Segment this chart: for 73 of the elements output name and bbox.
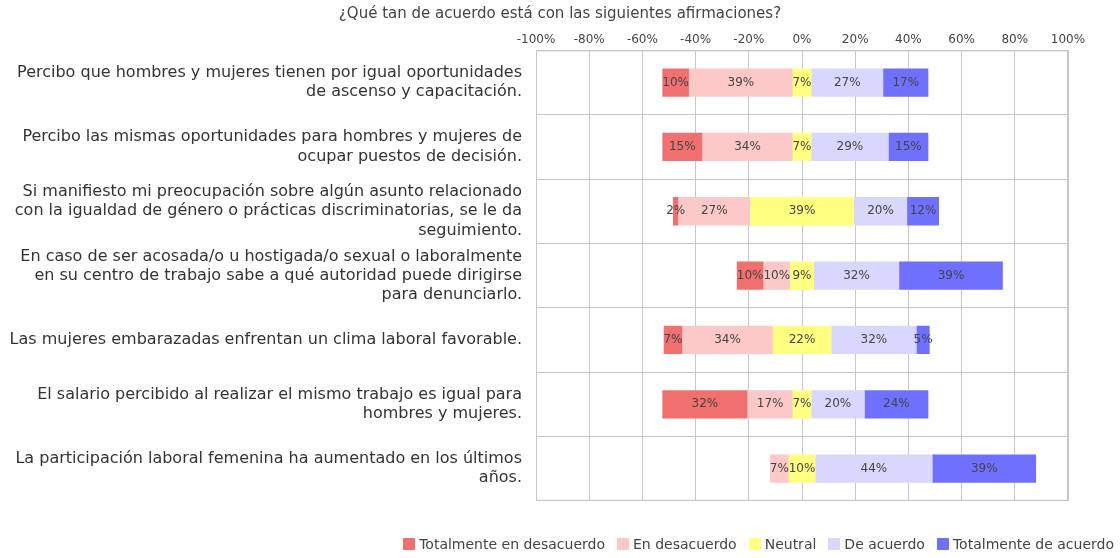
y-tick-label: Percibo que hombres y mujeres tienen por igual oportunidades de ascenso y capacitación. xyxy=(17,62,522,101)
data-label: 39% xyxy=(970,460,998,475)
legend-label: Totalmente en desacuerdo xyxy=(419,536,605,552)
x-tick-label: 100% xyxy=(1050,32,1086,47)
bar xyxy=(702,132,793,162)
x-tick-label: 80% xyxy=(1001,32,1029,47)
data-label: 10% xyxy=(763,267,791,282)
bar xyxy=(899,261,1003,290)
data-label: 39% xyxy=(788,203,816,218)
chart-title: ¿Qué tan de acuerdo está con las siguientes afirmaciones? xyxy=(337,4,783,22)
data-label: 34% xyxy=(734,139,761,154)
data-label: 15% xyxy=(895,139,922,154)
data-label: 10% xyxy=(788,460,816,475)
legend-label: Neutral xyxy=(764,536,817,552)
data-label: 20% xyxy=(867,203,894,218)
data-label: 29% xyxy=(836,139,864,154)
data-label: 17% xyxy=(892,74,920,89)
data-label: 12% xyxy=(909,203,937,218)
bar xyxy=(772,325,832,355)
data-label: 7% xyxy=(792,396,812,411)
bar xyxy=(815,454,933,483)
legend-label: Totalmente de acuerdo xyxy=(952,536,1114,552)
y-tick-label: Si manifiesto mi preocupación sobre algún asunto relacionado con la igualdad de género o prácticas discriminatorias, se le da seguimiento. xyxy=(14,181,522,239)
data-label: 17% xyxy=(756,396,784,411)
data-label: 27% xyxy=(700,203,728,218)
data-label: 9% xyxy=(792,267,812,282)
data-label: 39% xyxy=(937,267,965,282)
x-tick-label: 20% xyxy=(841,32,869,47)
bar xyxy=(883,68,929,97)
y-tick-label: Percibo las mismas oportunidades para hombres y mujeres de ocupar puestos de decisión. xyxy=(22,126,522,165)
x-tick-label: -40% xyxy=(680,32,712,47)
data-label: 7% xyxy=(792,74,812,89)
bar xyxy=(688,68,793,97)
x-tick-label: -80% xyxy=(573,32,605,47)
x-tick-label: 0% xyxy=(792,32,812,47)
data-label: 27% xyxy=(833,74,861,89)
data-label: 20% xyxy=(824,396,852,411)
data-label: 44% xyxy=(860,460,888,475)
bar xyxy=(811,68,884,97)
data-label: 7% xyxy=(769,460,789,475)
y-tick-label: Las mujeres embarazadas enfrentan un clima laboral favorable. xyxy=(9,329,522,349)
x-tick-label: -60% xyxy=(626,32,658,47)
data-label: 7% xyxy=(792,139,812,154)
bar xyxy=(811,390,865,419)
x-tick-label: 40% xyxy=(895,32,922,47)
x-tick-label: 60% xyxy=(948,32,975,47)
bar xyxy=(864,390,929,419)
y-tick-label: La participación laboral femenina ha aumentado en los últimos años. xyxy=(15,448,522,487)
data-label: 2% xyxy=(666,203,686,218)
data-label: 32% xyxy=(843,267,870,282)
legend-label: En desacuerdo xyxy=(632,536,737,552)
y-tick-label: El salario percibido al realizar el mismo trabajo es igual para hombres y mujeres. xyxy=(37,383,522,423)
data-label: 32% xyxy=(860,332,888,347)
x-tick-label: -100% xyxy=(516,32,556,47)
bar xyxy=(813,261,900,290)
bar xyxy=(932,454,1037,483)
x-tick-label: -20% xyxy=(733,32,765,47)
bar xyxy=(750,197,854,226)
data-label: 39% xyxy=(727,74,755,89)
data-label: 24% xyxy=(883,396,910,411)
bar xyxy=(747,390,793,419)
data-label: 10% xyxy=(662,74,689,89)
data-label: 22% xyxy=(788,332,816,347)
data-label: 32% xyxy=(691,396,719,411)
legend-label: De acuerdo xyxy=(844,536,925,552)
data-label: 15% xyxy=(668,139,696,154)
y-tick-label: En caso de ser acosada/o u hostigada/o sexual o laboralmente en su centro de trabajo sabe a qué autoridad puede dirigirse para denunciarlo. xyxy=(20,245,522,303)
data-label: 34% xyxy=(714,332,741,347)
bar xyxy=(662,390,748,419)
data-label: 10% xyxy=(736,267,764,282)
bar xyxy=(811,132,889,162)
bar xyxy=(682,325,773,355)
data-label: 7% xyxy=(663,332,683,347)
